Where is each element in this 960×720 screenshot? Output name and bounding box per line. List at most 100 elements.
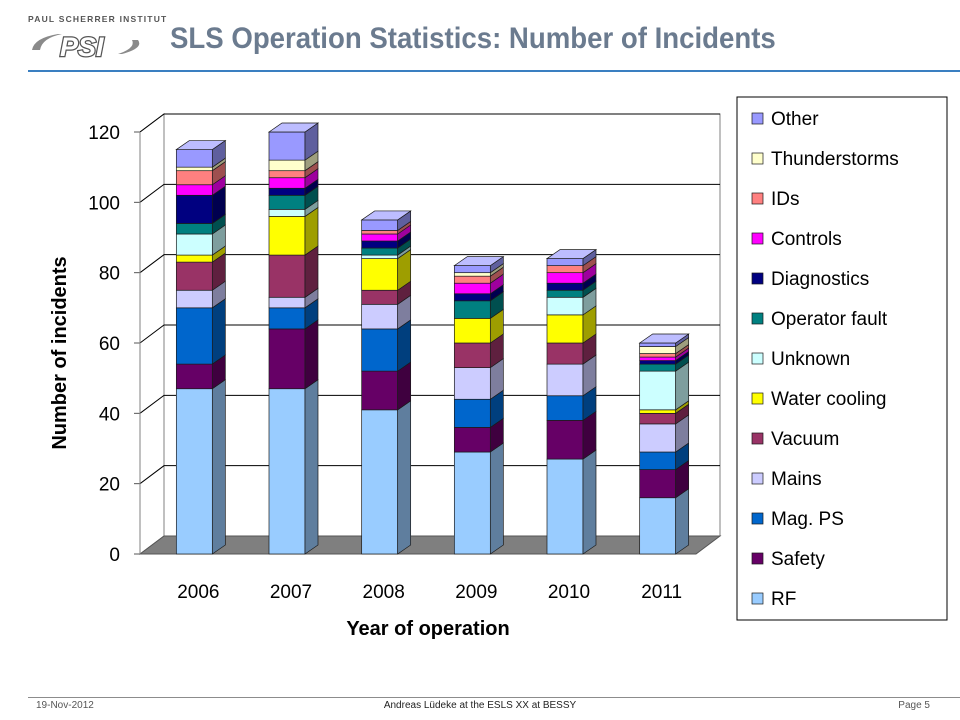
bar-segment bbox=[361, 400, 412, 555]
psi-logo: PAUL SCHERRER INSTITUT PSI bbox=[28, 14, 166, 62]
legend-swatch bbox=[751, 352, 764, 365]
bar-front bbox=[639, 346, 677, 354]
legend-swatch bbox=[751, 472, 764, 485]
x-tick-label: 2009 bbox=[455, 582, 497, 603]
bar-front bbox=[361, 258, 399, 291]
bar-segment bbox=[268, 185, 319, 211]
bar-front bbox=[453, 398, 491, 428]
bar-front bbox=[639, 363, 677, 372]
bar-segment bbox=[453, 333, 504, 369]
legend-swatch bbox=[751, 232, 764, 245]
y-tick-label: 80 bbox=[99, 264, 120, 285]
bar-front bbox=[639, 342, 677, 347]
legend-swatch bbox=[751, 552, 764, 565]
bar-front bbox=[268, 254, 306, 298]
bar-front bbox=[361, 240, 399, 249]
bar-front bbox=[175, 261, 213, 291]
bar-segment bbox=[546, 386, 597, 422]
bar-front bbox=[175, 170, 213, 186]
y-tick-label: 0 bbox=[109, 545, 120, 566]
bar-front bbox=[639, 353, 677, 358]
legend-box bbox=[736, 96, 948, 621]
bar-front bbox=[639, 451, 677, 470]
bar-top bbox=[267, 122, 320, 133]
bar-front bbox=[546, 272, 584, 284]
bar-front bbox=[268, 131, 306, 161]
legend-label: Water cooling bbox=[771, 389, 886, 410]
legend-swatch bbox=[751, 392, 764, 405]
bar-front bbox=[175, 223, 213, 235]
bar-top bbox=[545, 249, 598, 259]
bar-top bbox=[453, 256, 505, 266]
legend-item: Unknown bbox=[751, 349, 850, 370]
bar-stack-2010 bbox=[545, 248, 598, 555]
y-tick-label: 20 bbox=[99, 475, 120, 496]
bar-front bbox=[361, 247, 399, 256]
bar-front bbox=[453, 293, 491, 302]
bar-front bbox=[546, 420, 584, 460]
legend-label: Diagnostics bbox=[771, 269, 869, 290]
bar-segment bbox=[453, 389, 504, 429]
legend-item: Operator fault bbox=[751, 309, 888, 330]
bar-segment bbox=[546, 449, 597, 555]
bar-front bbox=[453, 342, 491, 368]
legend-item: Safety bbox=[751, 549, 825, 570]
bar-segment bbox=[175, 298, 226, 365]
legend-item: Water cooling bbox=[751, 389, 886, 410]
legend-swatch bbox=[751, 152, 764, 165]
bar-front bbox=[268, 296, 306, 309]
legend-label: Other bbox=[771, 109, 819, 130]
chart-floor bbox=[138, 535, 722, 555]
bar-segment bbox=[546, 354, 597, 397]
bar-segment bbox=[453, 442, 504, 555]
bar-front bbox=[175, 233, 213, 256]
bar-front bbox=[639, 412, 677, 425]
bar-front bbox=[546, 395, 584, 421]
bar-front bbox=[361, 254, 399, 259]
bar-segment bbox=[175, 354, 226, 390]
legend-swatch bbox=[751, 432, 764, 445]
legend-label: Thunderstorms bbox=[771, 149, 899, 170]
bar-front bbox=[268, 170, 306, 179]
bar-front bbox=[361, 230, 399, 235]
bar-front bbox=[175, 166, 213, 172]
bar-segment bbox=[361, 361, 412, 411]
bar-segment bbox=[453, 357, 504, 400]
bar-front bbox=[639, 360, 677, 365]
bar-front bbox=[546, 458, 584, 555]
bar-front bbox=[639, 409, 677, 414]
bar-front bbox=[546, 289, 584, 298]
bar-segment bbox=[175, 280, 226, 309]
bar-front bbox=[268, 177, 306, 189]
institute-name: PAUL SCHERRER INSTITUT bbox=[28, 14, 168, 24]
bar-side bbox=[489, 442, 504, 555]
footer-date: 19-Nov-2012 bbox=[36, 700, 94, 711]
bar-stack-2009 bbox=[453, 255, 505, 555]
bar-front bbox=[639, 356, 677, 361]
footer-divider bbox=[28, 697, 960, 698]
incidents-chart: 0 20 40 60 80 100 120 Number of incidents Year o… bbox=[49, 96, 948, 640]
bar-front bbox=[639, 497, 677, 555]
bar-front bbox=[546, 342, 584, 365]
legend-label: IDs bbox=[771, 189, 800, 210]
bar-front bbox=[175, 289, 213, 309]
bar-front bbox=[546, 258, 584, 266]
bar-side bbox=[211, 298, 226, 365]
legend-swatch bbox=[751, 192, 764, 205]
bar-front bbox=[268, 388, 306, 555]
bar-front bbox=[175, 388, 213, 555]
bar-front bbox=[546, 296, 584, 316]
bar-front bbox=[361, 328, 399, 372]
legend-swatch bbox=[751, 512, 764, 525]
bar-front bbox=[175, 184, 213, 196]
bar-front bbox=[175, 149, 213, 168]
bar-front bbox=[453, 300, 491, 319]
bar-front bbox=[453, 265, 491, 274]
bar-segment bbox=[639, 414, 690, 453]
x-tick-label: 2008 bbox=[363, 582, 405, 603]
legend-label: Controls bbox=[771, 229, 842, 250]
bar-front bbox=[268, 307, 306, 330]
bar-segment bbox=[453, 417, 504, 453]
bar-segment bbox=[268, 245, 319, 298]
bar-front bbox=[546, 314, 584, 344]
